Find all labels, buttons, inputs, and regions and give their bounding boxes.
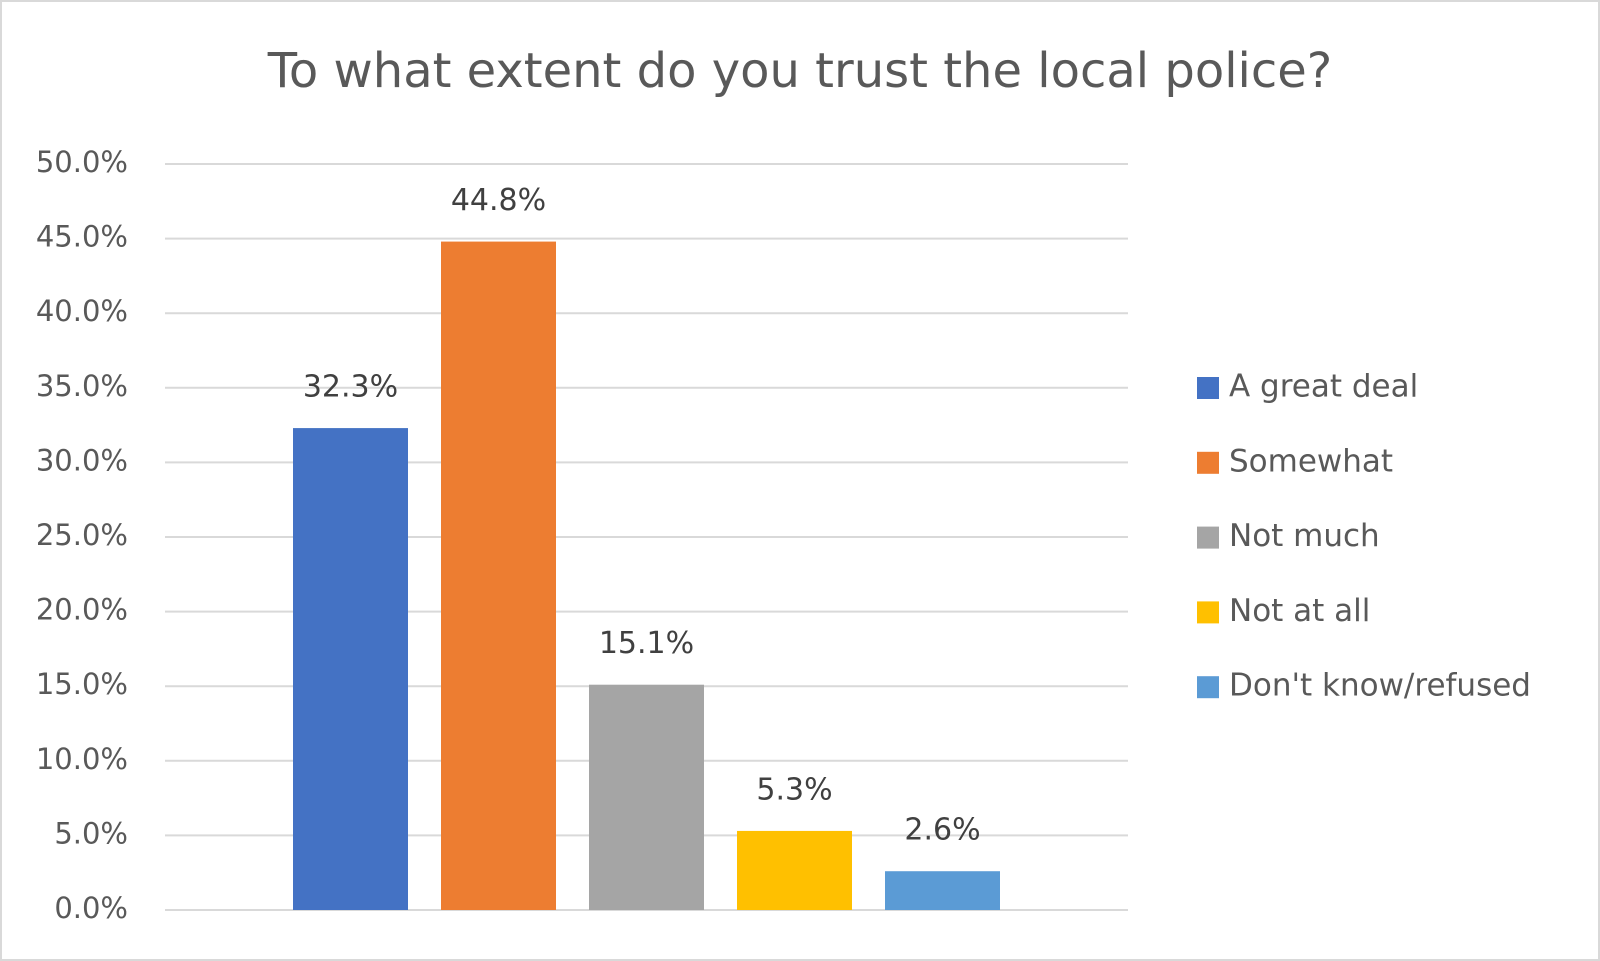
legend-swatch [1197,676,1219,699]
data-label: 44.8% [451,183,546,218]
legend-label: Not much [1229,518,1380,554]
data-label: 32.3% [303,370,398,405]
bar [737,830,852,910]
y-tick-label: 45.0% [36,220,128,254]
bar [885,871,1000,910]
data-label: 2.6% [904,813,980,848]
y-tick-label: 25.0% [36,518,128,552]
y-tick-label: 40.0% [36,294,128,328]
y-tick-label: 50.0% [36,145,128,179]
legend-label: Not at all [1229,593,1370,629]
y-tick-label: 0.0% [54,891,128,925]
legend-swatch [1197,601,1219,624]
legend-swatch [1197,526,1219,549]
chart-title: To what extent do you trust the local po… [267,43,1333,99]
legend-label: Don't know/refused [1229,668,1531,704]
y-tick-label: 20.0% [36,593,128,627]
legend-label: A great deal [1229,369,1418,405]
y-tick-label: 15.0% [36,667,128,701]
legend-swatch [1197,451,1219,474]
bar [441,241,556,911]
data-label: 5.3% [756,772,832,807]
legend-swatch [1197,377,1219,399]
bar [589,684,704,910]
data-label: 15.1% [599,626,694,661]
legend-label: Somewhat [1229,443,1393,479]
bar [293,428,408,910]
y-tick-label: 10.0% [36,742,128,776]
y-tick-label: 35.0% [36,369,128,403]
y-tick-label: 30.0% [36,443,128,477]
y-tick-label: 5.0% [54,816,128,850]
